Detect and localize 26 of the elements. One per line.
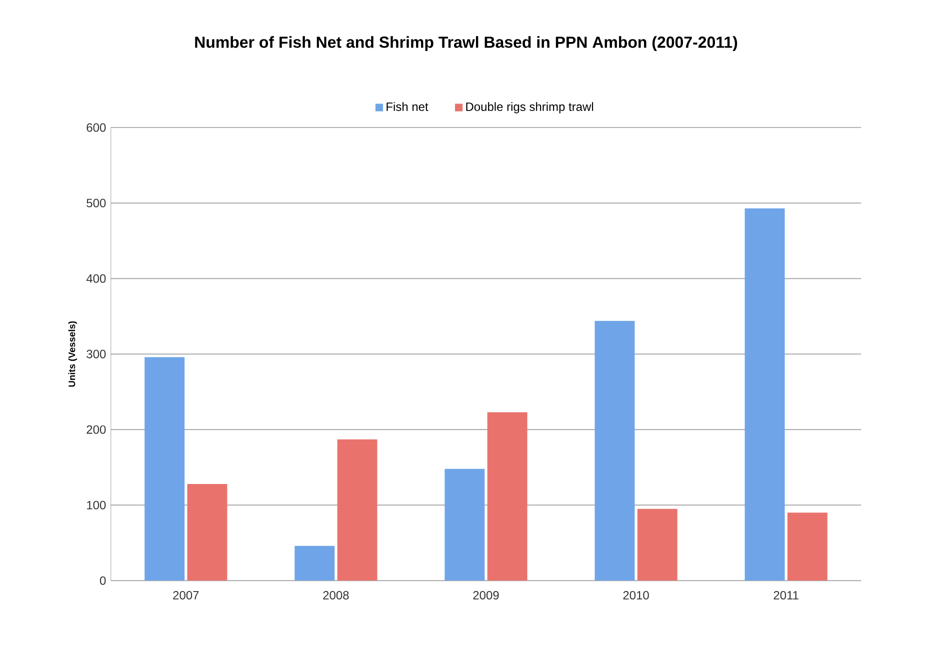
y-tick-label: 500 xyxy=(86,198,106,208)
bar xyxy=(337,439,378,581)
y-tick-label: 100 xyxy=(87,500,106,510)
x-tick-label: 2008 xyxy=(323,590,349,600)
y-tick-label: 300 xyxy=(86,350,106,358)
bar xyxy=(594,320,635,581)
y-tick-label: 200 xyxy=(86,425,106,434)
bar xyxy=(487,412,528,581)
legend-label: Double rigs shrimp trawl xyxy=(466,102,594,114)
x-tick-label: 2011 xyxy=(774,590,798,600)
bar xyxy=(744,208,785,581)
bar xyxy=(444,468,485,581)
bar xyxy=(787,512,828,581)
bar xyxy=(187,484,228,581)
x-tick-label: 2007 xyxy=(173,590,199,600)
y-tick-label: 600 xyxy=(86,123,106,132)
bar xyxy=(637,508,678,581)
x-tick-label: 2010 xyxy=(623,590,649,600)
y-tick-label: 0 xyxy=(100,576,106,585)
x-tick-label: 2009 xyxy=(473,590,499,600)
bar xyxy=(144,357,185,581)
chart-title: Number of Fish Net and Shrimp Trawl Based in PPN Ambon (2007-2011) xyxy=(195,36,738,51)
y-axis-title: Units (Vessels) xyxy=(68,321,78,387)
bar xyxy=(294,546,335,581)
legend-label: Fish net xyxy=(386,102,428,111)
y-tick-label: 400 xyxy=(86,274,106,283)
